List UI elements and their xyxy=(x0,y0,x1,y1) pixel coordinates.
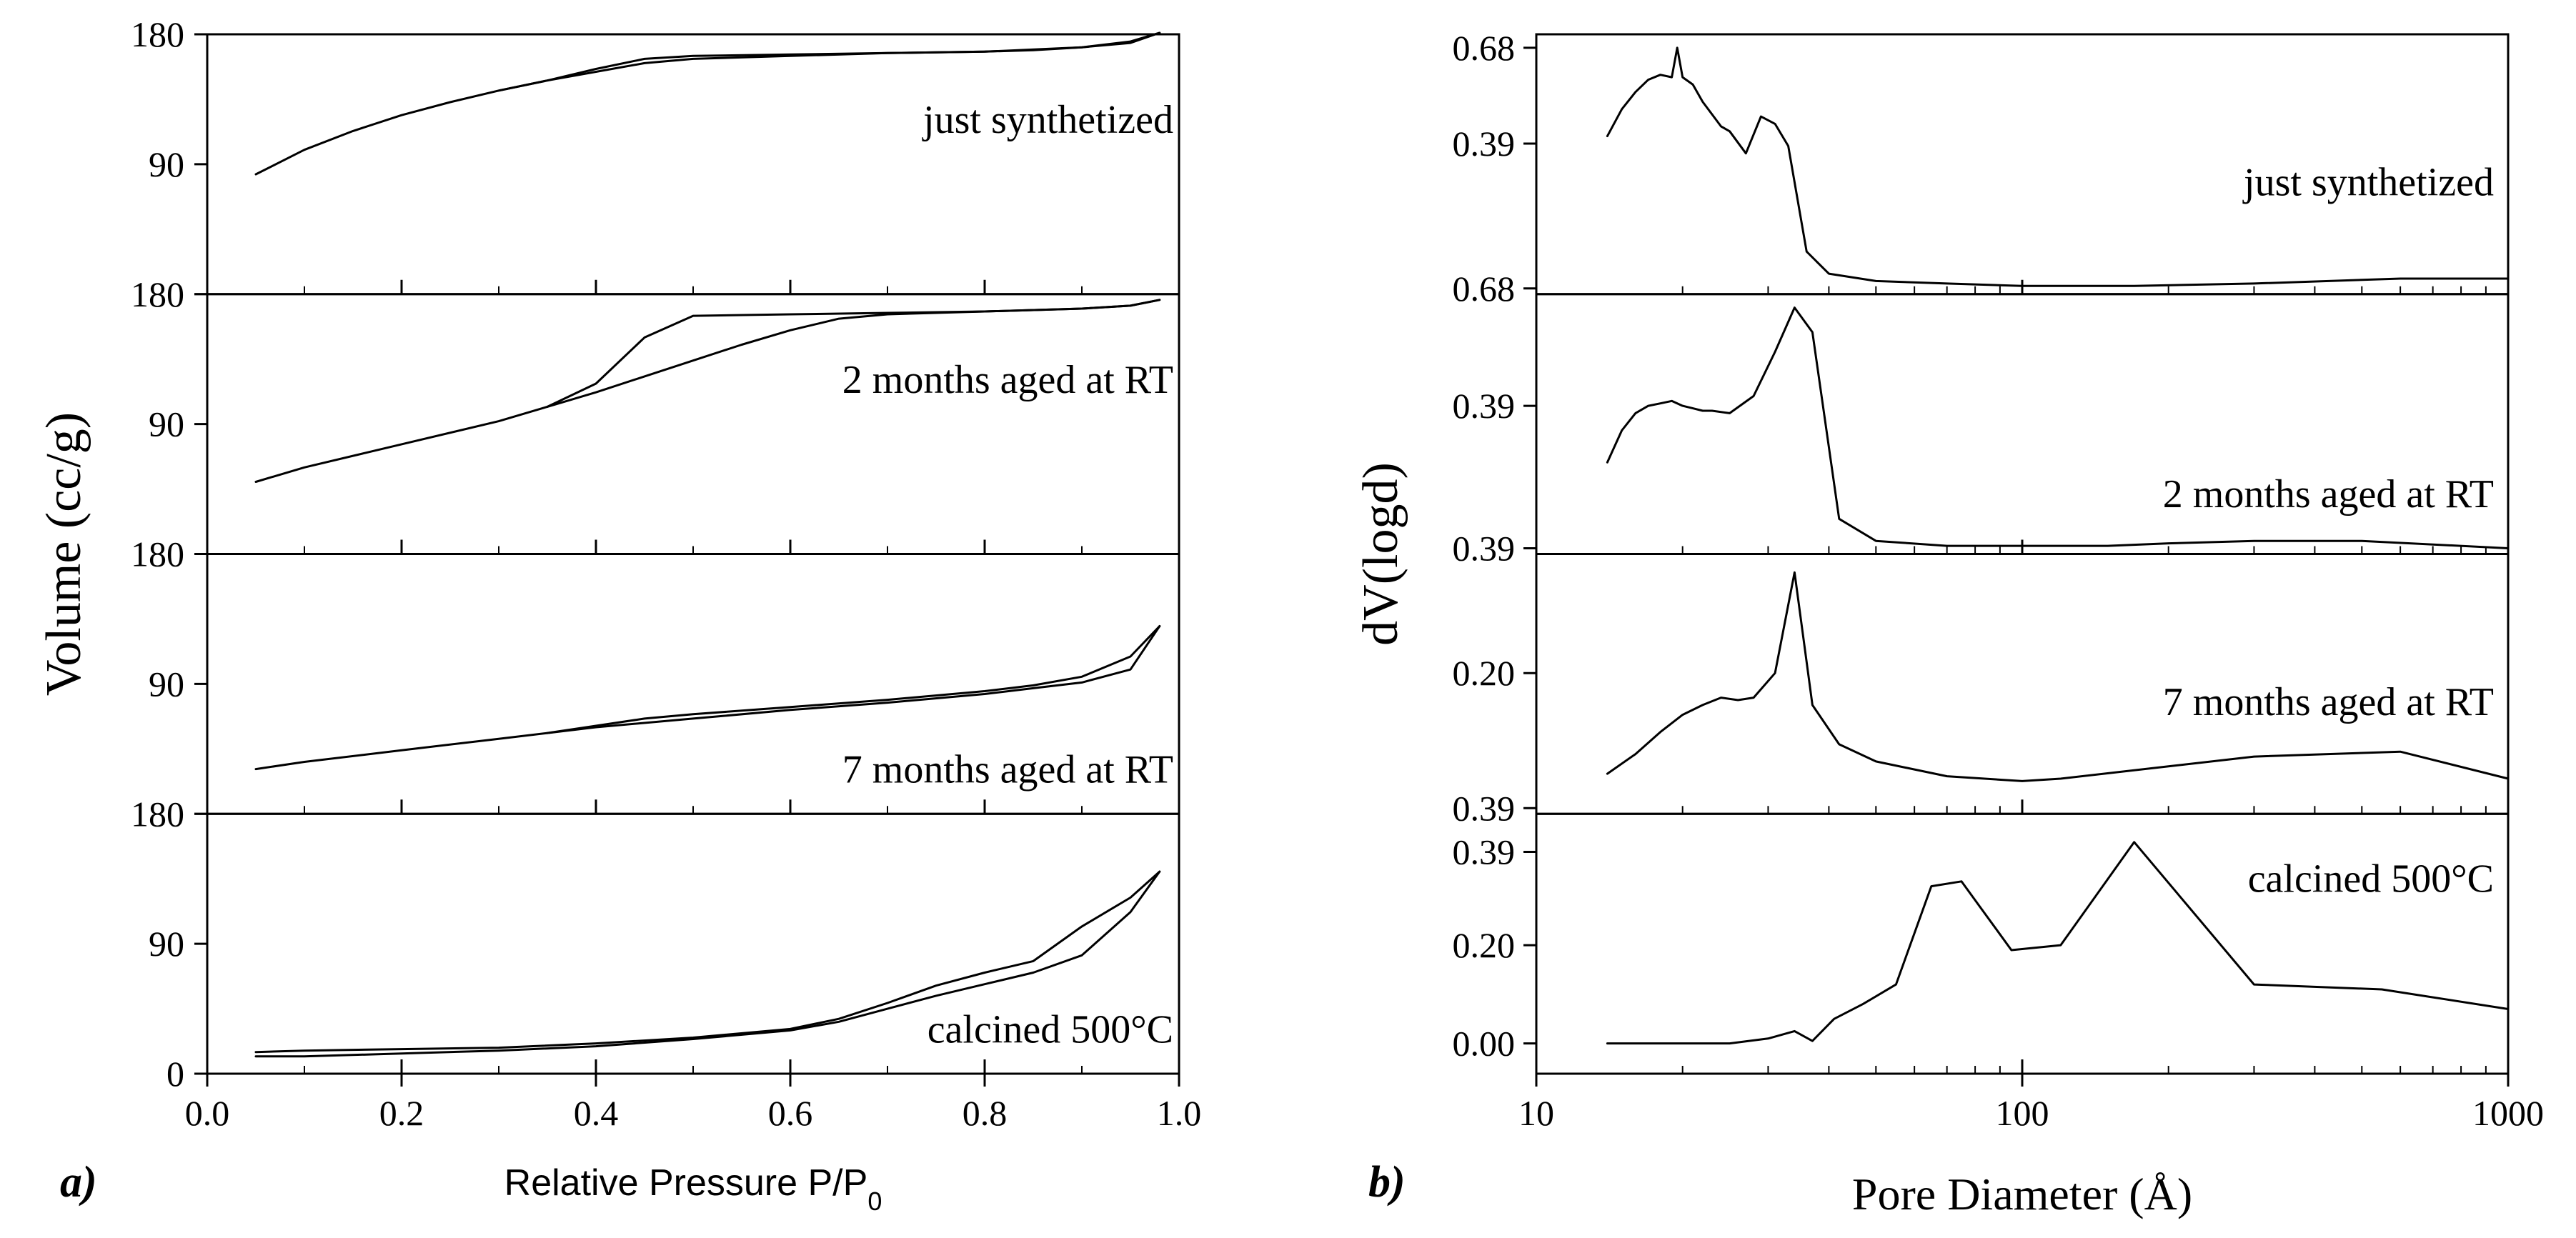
x-tick-label: 0.0 xyxy=(185,1093,230,1133)
panel-label: b) xyxy=(1368,1158,1406,1207)
sample-annotation: 2 months aged at RT xyxy=(842,358,1173,402)
y-tick-label: 0.39 xyxy=(1453,529,1516,569)
subplot-b-4: 0.39 0.20 0.00 calcined 500°C xyxy=(1453,812,2510,1075)
y-tick-label: 0.68 xyxy=(1453,28,1516,68)
panel-label: a) xyxy=(60,1158,97,1207)
y-tick-label: 180 xyxy=(131,14,184,54)
x-axis-label: Relative Pressure P/P0 xyxy=(504,1162,882,1216)
subplot-a-2: 180 90 2 months aged at RT xyxy=(131,274,1180,555)
y-tick-label: 90 xyxy=(149,664,184,704)
distribution-curve xyxy=(1606,571,2510,782)
distribution-curve xyxy=(1606,46,2510,287)
y-tick-label: 90 xyxy=(149,924,184,964)
subplot-frame xyxy=(206,293,1180,555)
x-tick-label: 0.4 xyxy=(574,1093,619,1133)
x-tick-label: 0.8 xyxy=(963,1093,1008,1133)
x-tick-label: 10 xyxy=(1518,1093,1554,1133)
x-tick-label: 1.0 xyxy=(1157,1093,1202,1133)
sample-annotation: just synthetized xyxy=(2242,161,2494,205)
subplot-frame xyxy=(206,33,1180,296)
subplot-frame xyxy=(1535,812,2510,1075)
sample-annotation: calcined 500°C xyxy=(2248,857,2494,901)
y-tick-label: 0.20 xyxy=(1453,925,1516,965)
subplot-a-4: 180 90 0 calcined 500°C xyxy=(131,794,1180,1094)
x-axis-label: Pore Diameter (Å) xyxy=(1852,1169,2192,1219)
y-tick-label: 180 xyxy=(131,794,184,834)
desorption-branch xyxy=(497,31,1161,92)
adsorption-branch xyxy=(254,625,1161,771)
subplot-a-1: 180 90 just synthetized xyxy=(131,14,1180,296)
x-tick-label: 0.6 xyxy=(768,1093,813,1133)
y-axis-label: Volume (cc/g) xyxy=(36,412,91,696)
sample-annotation: 7 months aged at RT xyxy=(2163,680,2494,724)
subplot-b-3: 0.20 0.39 7 months aged at RT xyxy=(1453,553,2510,828)
y-tick-label: 0.39 xyxy=(1453,386,1516,426)
panel-a: 180 90 just synthetized 180 90 2 months aged … xyxy=(36,14,1201,1216)
y-tick-label: 0.00 xyxy=(1453,1024,1516,1064)
y-tick-label: 0 xyxy=(166,1054,184,1094)
y-axis-label: dV(logd) xyxy=(1353,462,1408,646)
y-tick-label: 0.39 xyxy=(1453,788,1516,828)
sample-annotation: 2 months aged at RT xyxy=(2163,472,2494,516)
sample-annotation: just synthetized xyxy=(922,98,1173,142)
x-tick-label: 100 xyxy=(1996,1093,2049,1133)
subplot-b-2: 0.39 0.39 2 months aged at RT xyxy=(1453,293,2510,569)
y-tick-label: 0.68 xyxy=(1453,269,1516,309)
distribution-curve xyxy=(1606,306,2510,549)
x-axis-label-subscript: 0 xyxy=(867,1187,882,1216)
y-tick-label: 180 xyxy=(131,274,184,314)
y-tick-label: 0.39 xyxy=(1453,124,1516,164)
subplot-a-3: 180 90 7 months aged at RT xyxy=(131,534,1180,815)
x-tick-label: 1000 xyxy=(2472,1093,2544,1133)
sample-annotation: 7 months aged at RT xyxy=(842,748,1173,792)
x-tick-label: 0.2 xyxy=(379,1093,424,1133)
y-tick-label: 0.20 xyxy=(1453,653,1516,693)
desorption-branch xyxy=(546,299,1161,408)
y-tick-label: 90 xyxy=(149,404,184,444)
y-tick-label: 180 xyxy=(131,534,184,574)
sample-annotation: calcined 500°C xyxy=(928,1007,1173,1052)
y-tick-label: 0.39 xyxy=(1453,832,1516,872)
desorption-branch xyxy=(254,870,1161,1054)
distribution-curve xyxy=(1606,841,2510,1045)
y-tick-label: 90 xyxy=(149,144,184,184)
adsorption-branch xyxy=(254,870,1161,1058)
subplot-b-1: 0.68 0.39 0.68 just synthetized xyxy=(1453,28,2510,309)
desorption-branch xyxy=(546,625,1161,734)
